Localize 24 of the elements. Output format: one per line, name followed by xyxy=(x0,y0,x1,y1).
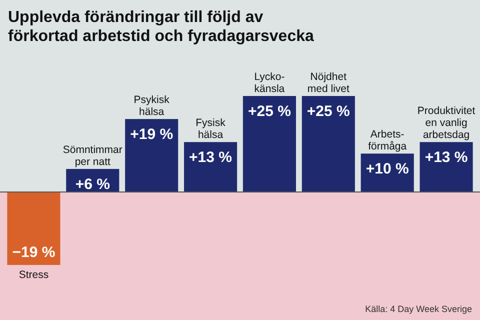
bar xyxy=(302,96,355,192)
x-tick-label: Stress xyxy=(18,268,49,281)
x-tick-label: Psykisk hälsa xyxy=(134,94,170,118)
x-tick-label: Sömntimmar per natt xyxy=(62,144,123,168)
bar xyxy=(125,119,178,192)
bar xyxy=(420,142,473,192)
data-label: +13 % xyxy=(189,149,232,166)
text: Källa: 4 Day Week Sverige xyxy=(365,304,472,314)
data-label: +6 % xyxy=(75,176,110,193)
data-label: +13 % xyxy=(424,149,468,166)
x-tick-label: Lycko- känsla xyxy=(254,71,286,95)
x-tick-label: Fysisk hälsa xyxy=(196,117,226,142)
bar xyxy=(184,142,238,192)
bar xyxy=(7,192,60,265)
x-tick-label: Arbets- förmåga xyxy=(368,128,407,153)
data-label: −19 % xyxy=(12,244,56,261)
data-label: +25 % xyxy=(248,103,291,120)
data-label: +25 % xyxy=(306,103,350,120)
bar xyxy=(242,96,296,192)
data-label: +19 % xyxy=(130,126,174,144)
x-tick-label: Produktivitet en vanlig arbetsdag xyxy=(417,105,476,142)
data-label: +10 % xyxy=(366,160,409,178)
x-tick-label: Nöjdhet med livet xyxy=(307,71,350,95)
chart-title: Upplevda förändringar till följd av förkortad arbetstid och fyradagarsvecka xyxy=(8,9,314,45)
